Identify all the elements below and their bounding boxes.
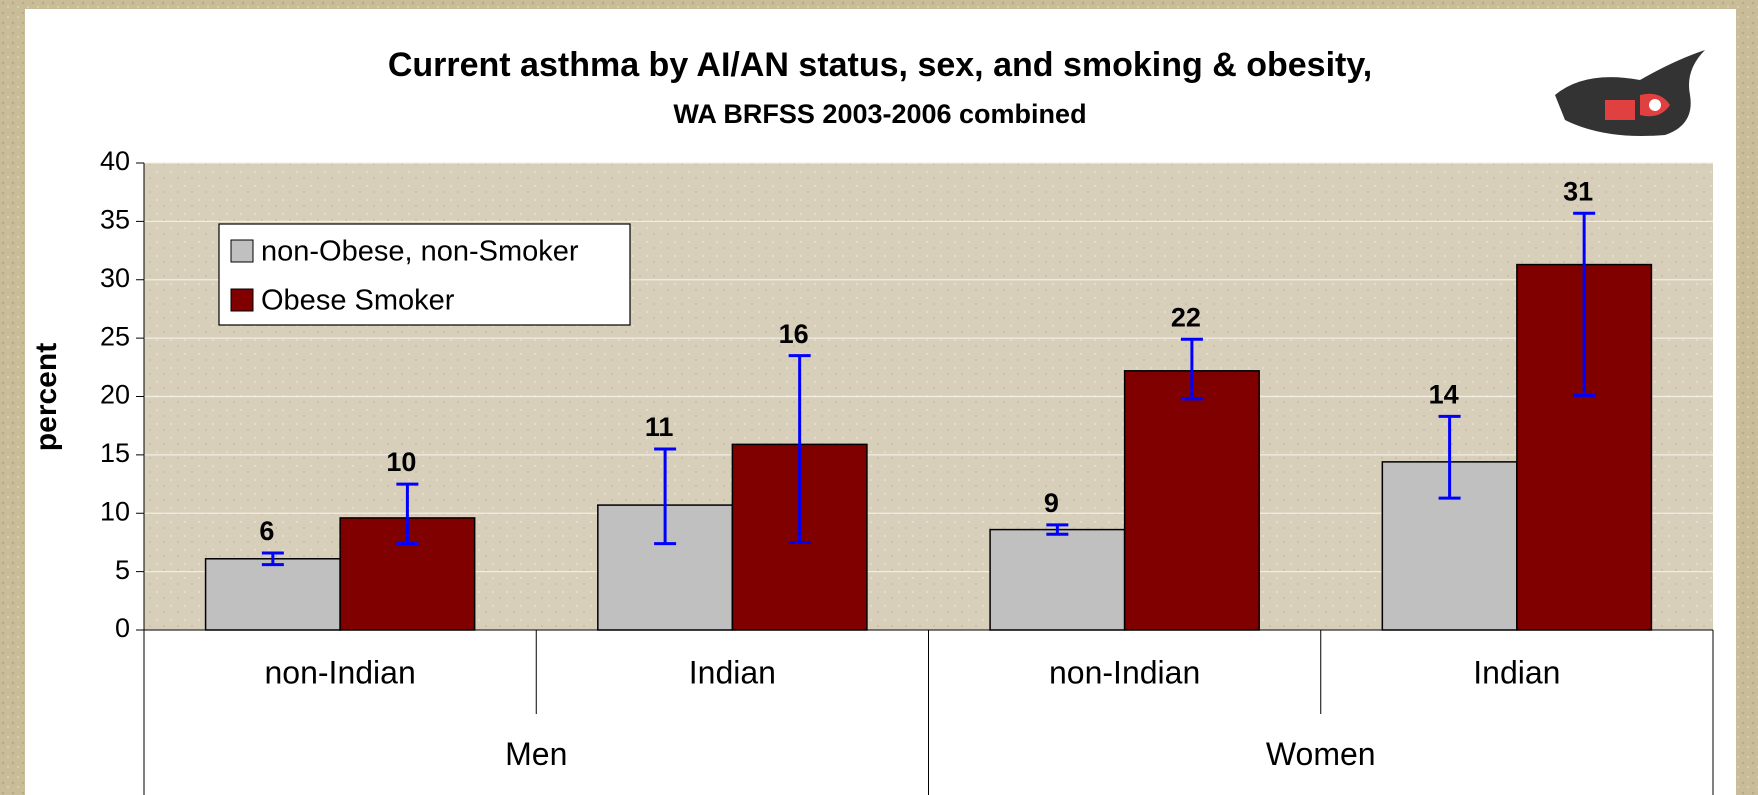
legend-box: [218, 223, 631, 326]
x-tick-label: Indian: [1473, 654, 1560, 690]
chart-title: Current asthma by AI/AN status, sex, and…: [388, 46, 1372, 84]
value-label: 10: [386, 447, 416, 477]
value-label: 9: [1044, 488, 1059, 518]
legend-label: Obese Smoker: [261, 285, 455, 317]
value-label: 31: [1563, 176, 1593, 206]
y-tick-label: 25: [100, 321, 130, 351]
y-tick-label: 10: [100, 496, 130, 526]
y-tick-label: 30: [100, 263, 130, 293]
y-axis-label: percent: [30, 343, 63, 451]
y-tick-label: 40: [100, 146, 130, 176]
y-tick-label: 35: [100, 205, 130, 235]
value-label: 14: [1429, 379, 1459, 409]
x-tick-label: non-Indian: [265, 654, 416, 690]
y-tick-label: 0: [115, 613, 130, 643]
legend-label: non-Obese, non-Smoker: [261, 236, 579, 268]
y-tick-label: 5: [115, 555, 130, 585]
legend-swatch: [230, 288, 254, 312]
value-label: 22: [1171, 302, 1201, 332]
value-label: 16: [779, 319, 809, 349]
legend-swatch: [230, 239, 254, 263]
bar: [204, 558, 341, 631]
group-label: Men: [505, 736, 567, 772]
chart-subtitle: WA BRFSS 2003-2006 combined: [673, 99, 1086, 129]
bar: [989, 528, 1126, 631]
y-tick-label: 15: [100, 438, 130, 468]
value-label: 11: [645, 412, 674, 442]
x-tick-label: non-Indian: [1049, 654, 1200, 690]
logo: [1555, 50, 1705, 136]
bar: [1123, 370, 1260, 631]
y-tick-label: 20: [100, 380, 130, 410]
x-tick-label: Indian: [689, 654, 776, 690]
group-label: Women: [1266, 736, 1376, 772]
value-label: 6: [259, 516, 274, 546]
